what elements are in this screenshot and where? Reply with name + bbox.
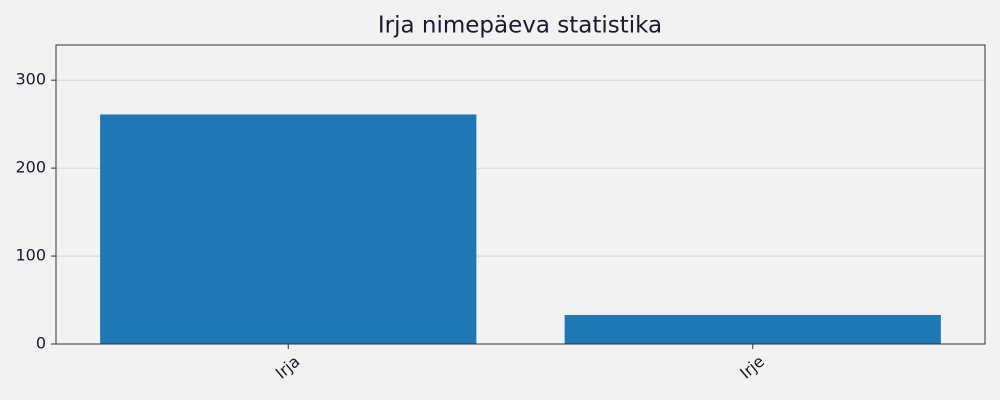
y-tick-label: 300: [15, 70, 46, 89]
bar: [100, 114, 477, 344]
y-tick-label: 200: [15, 158, 46, 177]
bar: [564, 314, 941, 344]
y-tick-label: 0: [36, 334, 46, 353]
y-tick-label: 100: [15, 246, 46, 265]
chart-title: Irja nimepäeva statistika: [378, 13, 662, 39]
plot-frame: [55, 44, 986, 345]
